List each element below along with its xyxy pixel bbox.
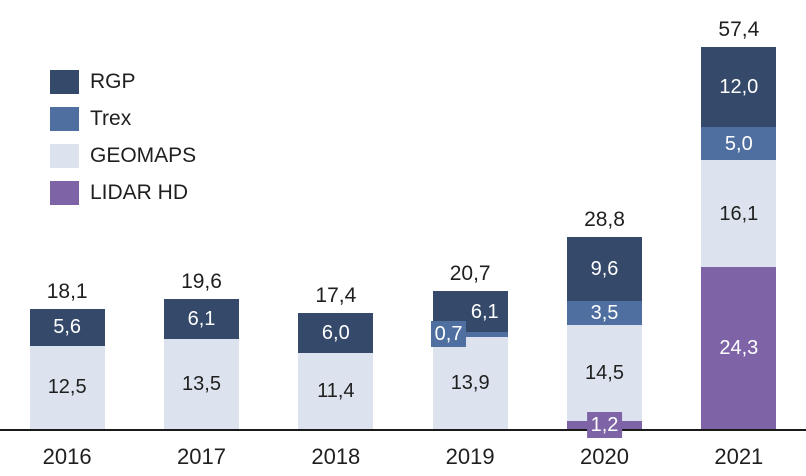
bar-segment-lidar-hd-2021 xyxy=(701,267,777,429)
legend-swatch-trex xyxy=(50,107,79,131)
total-label-2021: 57,4 xyxy=(718,18,760,42)
total-label-2017: 19,6 xyxy=(181,269,222,293)
value-label-rgp-2016: 5,6 xyxy=(53,316,82,339)
value-label-lidar-hd-2021: 24,3 xyxy=(719,337,759,360)
value-label-rgp-2021: 12,0 xyxy=(719,76,759,99)
bar-segment-trex-2021 xyxy=(701,127,777,161)
value-label-rgp-2020: 9,6 xyxy=(590,258,619,281)
legend-item-rgp: RGP xyxy=(50,70,196,94)
value-label-geomaps-2017: 13,5 xyxy=(182,373,221,396)
bar-segment-geomaps-2019 xyxy=(432,336,508,429)
category-label-2016: 2016 xyxy=(42,444,92,469)
total-label-2016: 18,1 xyxy=(46,279,88,303)
category-label-2019: 2019 xyxy=(445,444,495,469)
legend-item-lidar-hd: LIDAR HD xyxy=(50,181,196,205)
x-axis-line xyxy=(0,429,806,431)
value-label-rgp-2017: 6,1 xyxy=(187,307,216,330)
bar-segment-rgp-2016 xyxy=(29,308,105,346)
category-label-2017: 2017 xyxy=(177,444,226,469)
value-label-rgp-2018: 6,0 xyxy=(321,322,350,345)
legend-label-rgp: RGP xyxy=(90,70,136,93)
bar-segment-rgp-2018 xyxy=(298,313,374,354)
value-label-trex-2021: 5,0 xyxy=(724,132,753,155)
bar-segment-geomaps-2017 xyxy=(164,339,239,429)
legend: RGP Trex GEOMAPS LIDAR HD xyxy=(50,70,196,205)
legend-item-geomaps: GEOMAPS xyxy=(50,144,196,168)
value-label-geomaps-2018: 11,4 xyxy=(317,380,355,403)
value-label-geomaps-2016: 12,5 xyxy=(47,376,87,399)
bar-segment-rgp-2021 xyxy=(701,47,777,128)
total-label-2018: 17,4 xyxy=(315,284,357,308)
total-label-2020: 28,8 xyxy=(584,208,625,232)
legend-label-lidar-hd: LIDAR HD xyxy=(90,181,189,204)
legend-swatch-lidar-hd xyxy=(50,181,79,205)
bar-segment-trex-2020 xyxy=(567,301,642,325)
bar-segment-trex-2019 xyxy=(432,331,508,337)
total-label-2019: 20,7 xyxy=(449,262,491,286)
bar-segment-rgp-2020 xyxy=(567,237,642,302)
bar-segment-rgp-2017 xyxy=(164,298,239,340)
category-label-2021: 2021 xyxy=(714,444,764,469)
legend-swatch-rgp xyxy=(50,70,79,94)
value-label-trex-2020: 3,5 xyxy=(590,301,619,324)
value-label-geomaps-2020: 14,5 xyxy=(585,361,624,384)
bar-segment-geomaps-2016 xyxy=(29,345,105,429)
legend-swatch-geomaps xyxy=(50,144,79,168)
bar-segment-geomaps-2018 xyxy=(298,353,374,429)
bar-segment-geomaps-2020 xyxy=(567,324,642,422)
value-label-geomaps-2021: 16,1 xyxy=(719,202,759,225)
value-label-geomaps-2019: 13,9 xyxy=(450,371,490,394)
bar-segment-geomaps-2021 xyxy=(701,160,777,268)
legend-item-trex: Trex xyxy=(50,107,196,131)
legend-label-trex: Trex xyxy=(90,107,132,130)
category-label-2018: 2018 xyxy=(311,444,361,469)
category-label-2020: 2020 xyxy=(580,444,629,469)
legend-label-geomaps: GEOMAPS xyxy=(90,144,197,167)
value-label-box-lidar-hd-2020: 1,2 xyxy=(586,412,623,438)
value-label-box-trex-2019: 0,7 xyxy=(430,321,467,348)
value-label-rgp-2019: 6,1 xyxy=(470,300,499,323)
